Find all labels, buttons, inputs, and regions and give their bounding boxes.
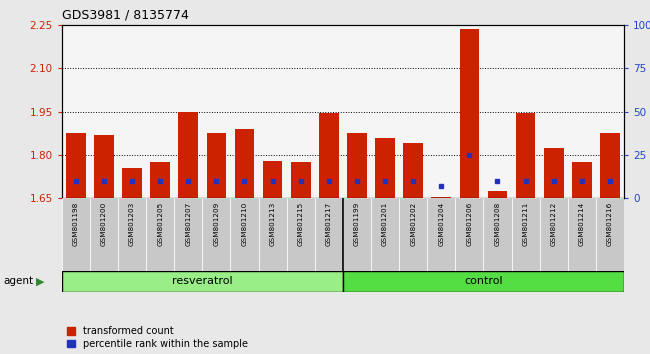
Bar	[484, 198, 512, 271]
Bar	[544, 148, 564, 198]
Bar	[540, 198, 568, 271]
Text: GSM801202: GSM801202	[410, 202, 416, 246]
Bar	[427, 198, 455, 271]
Bar	[399, 198, 427, 271]
Text: GSM801216: GSM801216	[607, 202, 613, 246]
Bar	[456, 198, 484, 271]
Bar	[146, 198, 174, 271]
Text: GSM801214: GSM801214	[579, 202, 585, 246]
Bar	[263, 161, 283, 198]
Bar	[488, 191, 508, 198]
Text: GSM801217: GSM801217	[326, 202, 332, 246]
Text: GSM801206: GSM801206	[467, 202, 473, 246]
Bar	[118, 198, 146, 271]
Bar	[375, 137, 395, 198]
Text: GSM801200: GSM801200	[101, 202, 107, 246]
Bar	[572, 162, 592, 198]
Text: GSM801198: GSM801198	[73, 202, 79, 246]
Bar	[235, 129, 254, 198]
Text: GSM801201: GSM801201	[382, 202, 388, 246]
Text: agent: agent	[3, 276, 33, 286]
Bar	[62, 198, 90, 271]
Bar	[347, 133, 367, 198]
Text: GSM801210: GSM801210	[242, 202, 248, 246]
Text: GSM801205: GSM801205	[157, 202, 163, 246]
Text: GSM801212: GSM801212	[551, 202, 556, 246]
Text: GSM801211: GSM801211	[523, 202, 528, 246]
Bar	[315, 198, 343, 271]
Bar	[287, 198, 315, 271]
Bar	[231, 198, 259, 271]
Bar	[343, 271, 624, 292]
Bar	[94, 135, 114, 198]
Text: GSM801207: GSM801207	[185, 202, 191, 246]
Bar	[460, 29, 479, 198]
Text: control: control	[464, 276, 502, 286]
Bar	[512, 198, 540, 271]
Bar	[319, 113, 339, 198]
Bar	[259, 198, 287, 271]
Bar	[515, 113, 536, 198]
Legend: transformed count, percentile rank within the sample: transformed count, percentile rank withi…	[66, 326, 248, 349]
Bar	[371, 198, 399, 271]
Bar	[343, 198, 371, 271]
Text: GSM801204: GSM801204	[438, 202, 444, 246]
Text: GSM801215: GSM801215	[298, 202, 304, 246]
Bar	[122, 168, 142, 198]
Bar	[202, 198, 231, 271]
Bar	[90, 198, 118, 271]
Text: GSM801203: GSM801203	[129, 202, 135, 246]
Bar	[66, 133, 86, 198]
Bar	[207, 133, 226, 198]
Bar	[568, 198, 596, 271]
Text: GSM801213: GSM801213	[270, 202, 276, 246]
Bar	[150, 162, 170, 198]
Bar	[174, 198, 202, 271]
Text: GSM801208: GSM801208	[495, 202, 501, 246]
Text: GDS3981 / 8135774: GDS3981 / 8135774	[62, 9, 188, 22]
Bar	[291, 162, 311, 198]
Bar	[432, 197, 451, 198]
Text: resveratrol: resveratrol	[172, 276, 233, 286]
Bar	[62, 271, 343, 292]
Bar	[596, 198, 624, 271]
Text: GSM801199: GSM801199	[354, 202, 360, 246]
Bar	[600, 133, 620, 198]
Bar	[178, 112, 198, 198]
Text: ▶: ▶	[36, 276, 45, 286]
Bar	[403, 143, 423, 198]
Text: GSM801209: GSM801209	[213, 202, 219, 246]
